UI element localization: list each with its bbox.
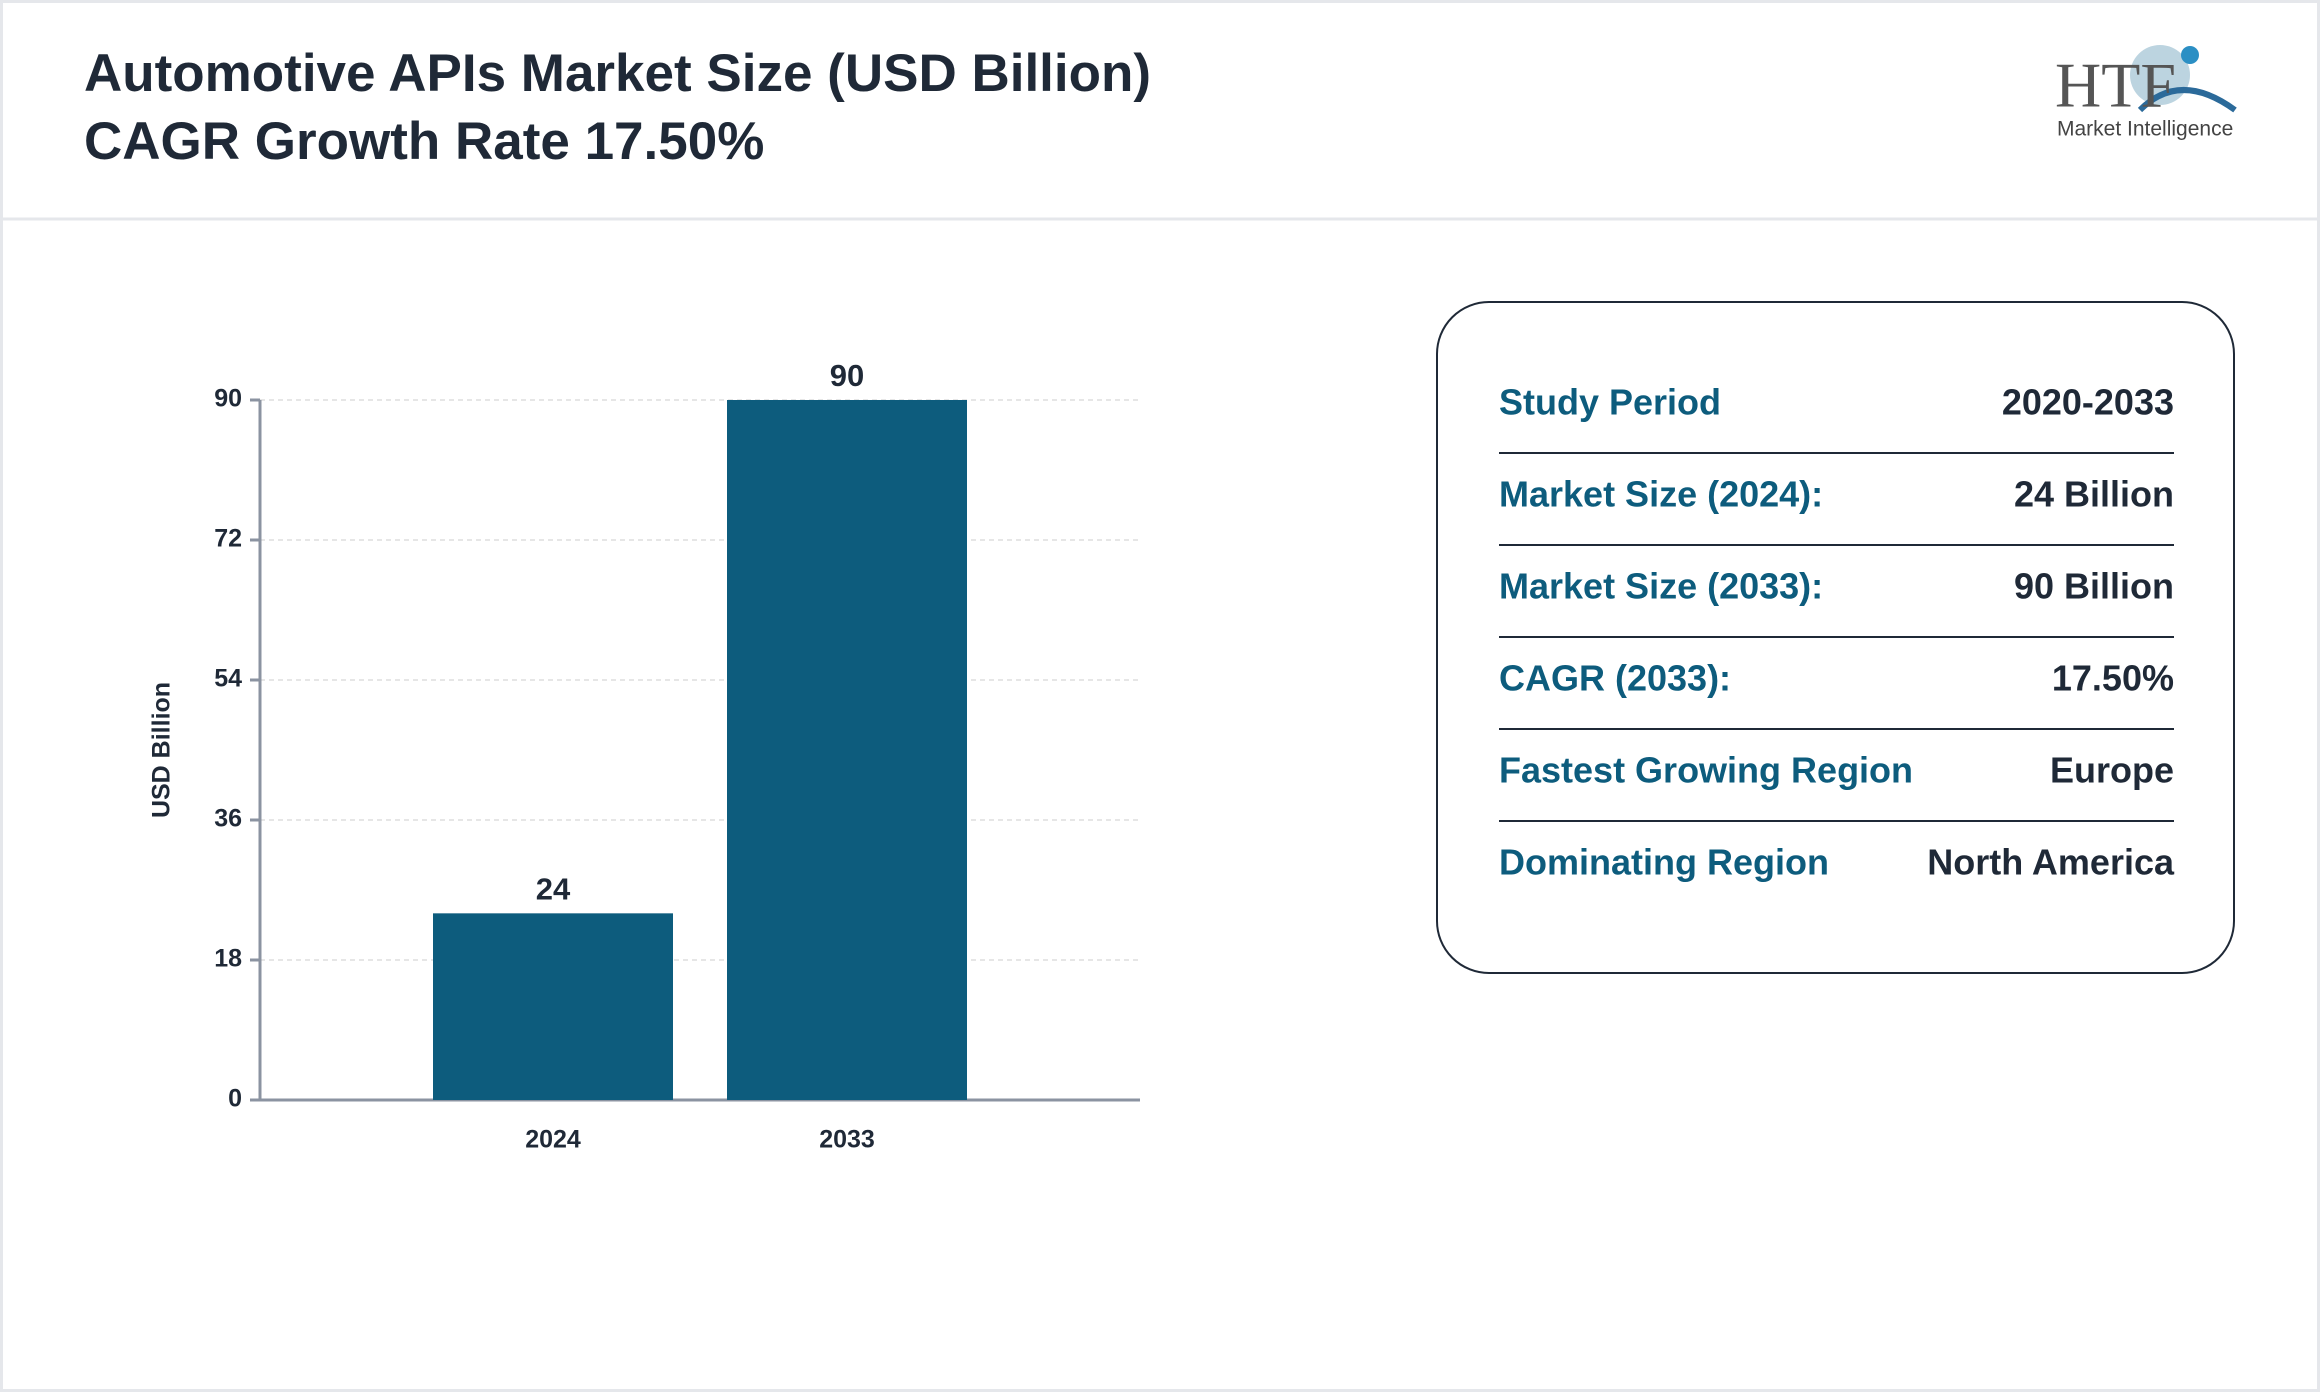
x-tick-label: 2033 <box>819 1126 875 1154</box>
plot: 0 18 36 54 72 90 24 2024 90 2033 <box>214 358 1140 1154</box>
row-value: 17.50% <box>2052 658 2174 699</box>
chart-subtitle: CAGR Growth Rate 17.50% <box>84 112 764 171</box>
value-label: 90 <box>830 358 864 393</box>
logo-mark: HTF <box>2055 50 2176 121</box>
row-value: 2020-2033 <box>2002 382 2174 423</box>
bar <box>433 913 673 1100</box>
x-tick-label: 2024 <box>525 1126 581 1154</box>
value-label: 24 <box>536 872 571 907</box>
bar <box>727 400 967 1100</box>
row-label: Market Size (2033): <box>1499 566 1823 607</box>
y-tick-label: 72 <box>214 525 242 553</box>
y-tick-label: 54 <box>214 665 242 693</box>
row-label: Dominating Region <box>1499 842 1829 883</box>
y-tick-label: 90 <box>214 385 242 413</box>
logo-shape <box>2181 46 2199 64</box>
logo-shape <box>2137 87 2237 113</box>
row-label: Fastest Growing Region <box>1499 750 1913 791</box>
row-value: North America <box>1927 842 2175 883</box>
y-axis-label: USD Billion <box>148 682 176 818</box>
row-value: 90 Billion <box>2014 566 2174 607</box>
y-tick-label: 36 <box>214 805 242 833</box>
y-tick-label: 18 <box>214 945 242 973</box>
row-value: Europe <box>2050 750 2174 791</box>
chart-title: Automotive APIs Market Size (USD Billion… <box>84 44 1151 103</box>
row-value: 24 Billion <box>2014 474 2174 515</box>
y-tick-label: 0 <box>228 1085 242 1113</box>
logo: HTF Market Intelligence <box>2055 45 2237 141</box>
row-label: CAGR (2033): <box>1499 658 1731 699</box>
row-label: Market Size (2024): <box>1499 474 1823 515</box>
logo-tagline: Market Intelligence <box>2057 118 2233 141</box>
row-label: Study Period <box>1499 382 1721 423</box>
summary-rows: Study Period 2020-2033 Market Size (2024):… <box>1499 382 2175 883</box>
